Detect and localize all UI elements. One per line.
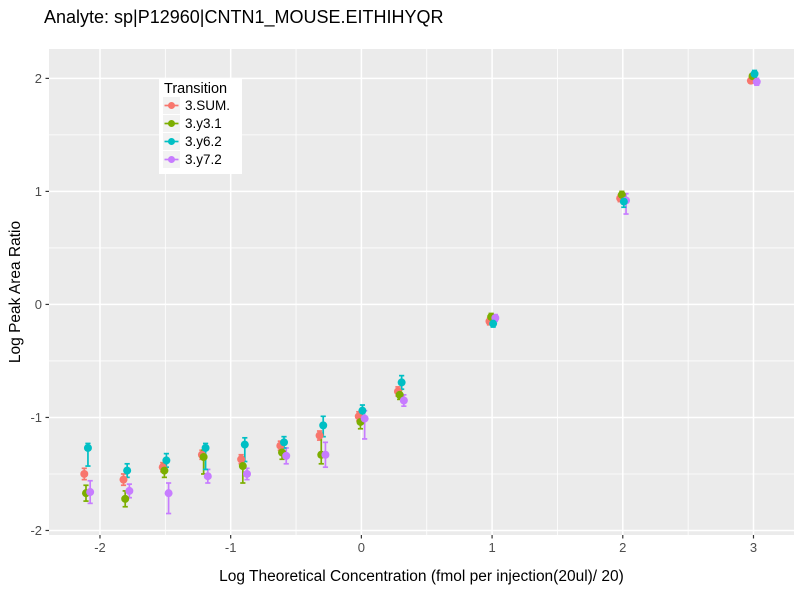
data-point [240,440,249,449]
x-tick-label: 1 [488,540,495,555]
y-tick-label: -1 [30,410,42,425]
legend-key-point [168,120,175,127]
legend-key-point [168,138,175,145]
data-point [160,466,169,475]
y-tick-label: 0 [35,297,42,312]
data-point [123,466,132,475]
data-point [199,453,208,462]
data-point [201,443,210,452]
x-axis-title: Log Theoretical Concentration (fmol per … [219,568,624,585]
data-point [750,69,759,78]
y-tick-label: -2 [30,523,42,538]
legend-key-point [168,156,175,163]
x-tick-label: -2 [94,540,106,555]
data-point [321,450,330,459]
data-point [360,414,369,423]
x-tick-label: 3 [750,540,757,555]
data-point [243,469,252,478]
legend-item-label: 3.y6.2 [185,134,222,149]
x-tick-label: 0 [358,540,365,555]
legend-title: Transition [164,81,227,97]
data-point [319,421,328,430]
y-axis-title: Log Peak Area Ratio [7,220,24,364]
x-tick-label: 2 [619,540,626,555]
data-point [397,378,406,387]
data-point [83,443,92,452]
legend-item-label: 3.y3.1 [185,116,222,131]
data-point [162,456,171,465]
data-point [395,390,404,399]
data-point [315,431,324,440]
data-point [86,488,95,497]
data-point [617,190,626,199]
data-point [619,197,628,206]
data-point [119,475,128,484]
data-point [399,396,408,405]
x-tick-label: -1 [225,540,237,555]
legend-item-label: 3.SUM. [185,98,230,113]
data-point [752,77,761,86]
data-point [358,406,367,415]
data-point [121,494,130,503]
chart-title: Analyte: sp|P12960|CNTN1_MOUSE.EITHIHYQR [44,7,444,27]
y-tick-label: 2 [35,71,42,86]
legend-key-point [168,102,175,109]
data-point [237,455,246,464]
y-tick-label: 1 [35,184,42,199]
data-point [164,489,173,498]
data-point [125,486,134,495]
data-point [489,319,498,328]
data-point [282,451,291,460]
data-point [238,462,247,471]
data-point [280,438,289,447]
legend-item-label: 3.y7.2 [185,152,222,167]
data-point [80,469,89,478]
data-point [203,472,212,481]
